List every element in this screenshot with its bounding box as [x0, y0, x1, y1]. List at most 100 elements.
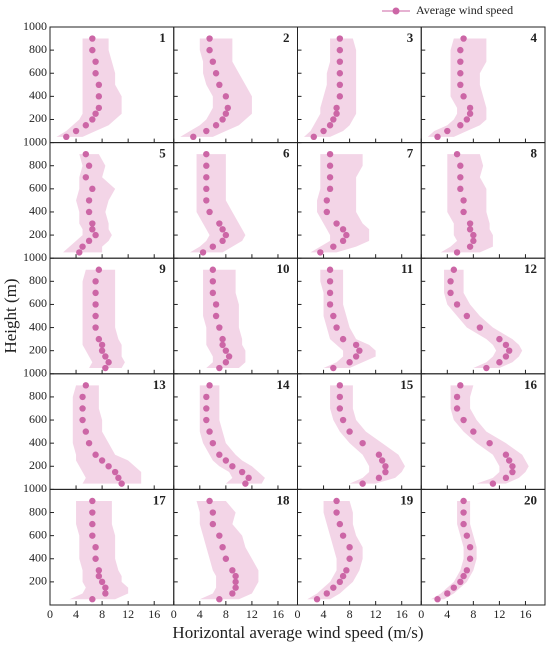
speed-point [89, 520, 96, 528]
speed-point [92, 70, 99, 77]
speed-point [457, 162, 464, 169]
speed-point [466, 220, 474, 227]
speed-point [219, 335, 226, 343]
speed-point [95, 335, 103, 343]
range-band [56, 38, 122, 137]
y-tick-label: 800 [29, 504, 47, 518]
speed-point [85, 439, 93, 447]
x-tick-label: 4 [321, 607, 327, 621]
speed-point [89, 46, 96, 54]
y-tick-label: 1000 [23, 19, 47, 33]
speed-point [457, 382, 464, 389]
speed-point [203, 162, 210, 169]
speed-point [98, 347, 106, 354]
speed-point [333, 509, 340, 516]
range-band [190, 154, 246, 253]
speed-point [466, 243, 474, 250]
speed-point [326, 266, 334, 273]
speed-point [92, 312, 99, 320]
speed-point [79, 393, 86, 401]
speed-point [336, 382, 344, 389]
speed-point [346, 544, 353, 551]
speed-point [333, 104, 340, 112]
speed-point [502, 474, 510, 482]
speed-point [466, 110, 474, 117]
speed-point [85, 197, 93, 204]
speed-point [463, 567, 471, 574]
speed-point [453, 150, 461, 158]
speed-point [313, 596, 321, 603]
speed-point [206, 208, 213, 216]
speed-point [92, 301, 99, 308]
speed-point [209, 266, 217, 273]
speed-point [89, 185, 96, 193]
speed-point [212, 70, 220, 77]
x-tick-label: 4 [444, 607, 450, 621]
speed-point [222, 347, 230, 354]
y-tick-label: 1000 [23, 250, 47, 264]
speed-point [92, 289, 99, 297]
x-tick-label: 0 [171, 607, 177, 621]
speed-point [92, 544, 99, 551]
speed-point [457, 174, 464, 181]
speed-point [85, 162, 93, 169]
x-tick-label: 4 [73, 607, 79, 621]
speed-point [326, 174, 334, 181]
panel-label: 14 [277, 377, 291, 392]
speed-point [242, 480, 249, 487]
speed-point [203, 185, 210, 193]
speed-point [232, 584, 239, 591]
speed-point [219, 237, 226, 245]
speed-point [450, 584, 458, 591]
panel-label: 6 [283, 146, 290, 161]
x-tick-label: 8 [347, 607, 353, 621]
speed-point [95, 266, 103, 273]
speed-point [203, 127, 210, 135]
y-tick-label: 200 [29, 458, 47, 472]
speed-point [98, 341, 106, 349]
speed-point [460, 35, 467, 42]
speed-point [92, 324, 99, 331]
speed-point [356, 347, 363, 354]
speed-point [509, 468, 516, 476]
speed-point [203, 197, 210, 204]
panel: 16 [420, 373, 546, 490]
y-tick-label: 600 [29, 65, 47, 79]
panel: 15 [297, 373, 422, 490]
x-tick-label: 16 [148, 607, 160, 621]
speed-point [222, 231, 230, 239]
x-tick-label: 12 [370, 607, 382, 621]
speed-point [89, 35, 96, 42]
x-tick-label: 12 [493, 607, 505, 621]
speed-point [203, 416, 210, 424]
speed-point [209, 278, 217, 285]
speed-point [352, 353, 360, 360]
speed-point [225, 353, 233, 360]
speed-point [466, 555, 474, 562]
panel: 14 [173, 373, 298, 490]
speed-point [212, 312, 220, 320]
speed-point [502, 353, 510, 360]
y-tick-label: 1000 [23, 134, 47, 148]
panel: 3 [297, 26, 422, 144]
speed-point [505, 457, 513, 464]
y-tick-label: 1000 [23, 366, 47, 380]
speed-point [457, 122, 464, 129]
speed-point [460, 572, 467, 580]
speed-point [209, 58, 217, 65]
speed-point [339, 416, 347, 424]
speed-point [447, 278, 454, 285]
range-band [444, 269, 523, 369]
y-tick-label: 800 [29, 42, 47, 56]
speed-point [92, 278, 99, 285]
speed-point [453, 301, 461, 308]
panel: 20 0 4 8 12 16 [418, 488, 546, 621]
speed-point [105, 359, 112, 366]
speed-point [330, 584, 337, 591]
speed-point [320, 127, 327, 135]
y-tick-label: 400 [29, 88, 47, 102]
speed-point [460, 509, 467, 516]
range-band [199, 385, 265, 484]
speed-point [222, 93, 230, 100]
